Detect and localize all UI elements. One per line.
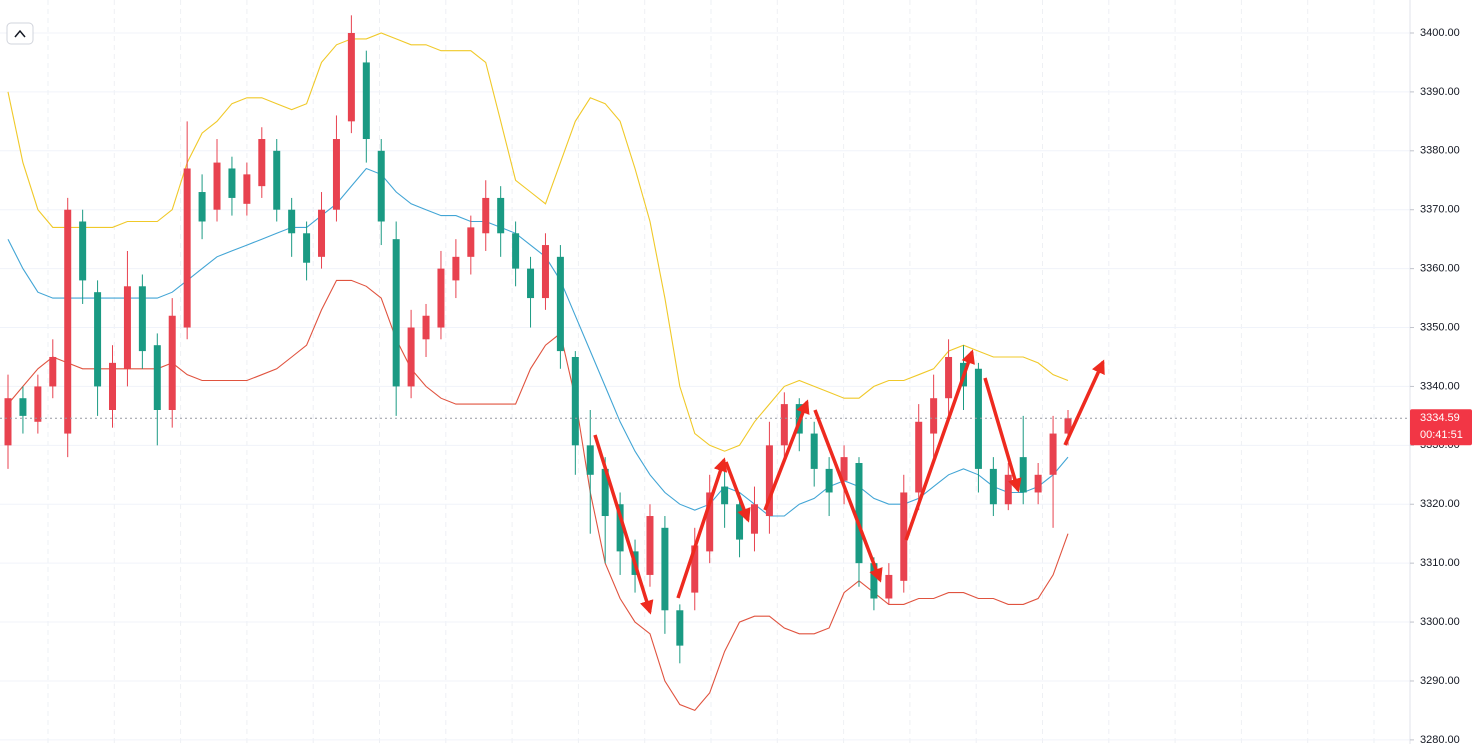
candle-body bbox=[691, 545, 699, 593]
y-tick-label: 3320.00 bbox=[1420, 498, 1460, 510]
candle-body bbox=[586, 445, 594, 475]
candle-body bbox=[467, 227, 475, 257]
last-price-label: 3334.59 bbox=[1420, 412, 1460, 424]
price-axis: 3280.003290.003300.003310.003320.003330.… bbox=[1410, 27, 1472, 744]
candle-body bbox=[288, 209, 296, 234]
candle-body bbox=[855, 463, 863, 564]
candle-body bbox=[347, 32, 355, 122]
y-tick-label: 3360.00 bbox=[1420, 263, 1460, 275]
candle-body bbox=[840, 457, 848, 481]
candle-body bbox=[601, 468, 609, 517]
candle-body bbox=[1049, 433, 1057, 475]
candle-body bbox=[138, 286, 146, 352]
candle-body bbox=[273, 150, 281, 210]
band-line bbox=[7, 279, 1069, 712]
candle-body bbox=[1004, 474, 1012, 505]
candle-body bbox=[362, 62, 370, 140]
candle-body bbox=[407, 327, 415, 387]
candle-body bbox=[810, 433, 818, 469]
band-line bbox=[7, 32, 1069, 452]
candle-body bbox=[318, 209, 326, 257]
candle-body bbox=[79, 221, 87, 281]
candle-body bbox=[198, 192, 206, 222]
candle-body bbox=[989, 468, 997, 505]
candle-body bbox=[392, 239, 400, 387]
candle-body bbox=[616, 504, 624, 552]
candle-body bbox=[243, 174, 251, 204]
candle-body bbox=[482, 197, 490, 234]
candle-body bbox=[1019, 457, 1027, 493]
candle-body bbox=[228, 168, 236, 198]
candle-body bbox=[885, 574, 893, 599]
y-tick-label: 3390.00 bbox=[1420, 86, 1460, 98]
collapse-button[interactable] bbox=[6, 22, 34, 45]
candle-body bbox=[750, 504, 758, 534]
candle-body bbox=[437, 268, 445, 328]
candle-body bbox=[109, 362, 117, 410]
candle-body bbox=[974, 368, 982, 469]
candle-body bbox=[213, 162, 221, 210]
candle-body bbox=[94, 292, 102, 387]
candle-body bbox=[64, 209, 72, 434]
y-tick-label: 3340.00 bbox=[1420, 380, 1460, 392]
annotation-arrows bbox=[593, 349, 1105, 615]
candle-body bbox=[930, 398, 938, 434]
candle-body bbox=[34, 386, 42, 422]
candle-body bbox=[332, 139, 340, 210]
candle-body bbox=[4, 398, 12, 446]
candle-body bbox=[900, 492, 908, 581]
candle-body bbox=[512, 233, 520, 269]
countdown-label: 00:41:51 bbox=[1420, 429, 1463, 441]
candle-body bbox=[303, 233, 311, 263]
vertical-grid bbox=[47, 0, 1375, 744]
y-tick-label: 3280.00 bbox=[1420, 734, 1460, 744]
candle-body bbox=[183, 168, 191, 328]
last-price-box bbox=[1410, 409, 1472, 446]
candle-body bbox=[153, 345, 161, 410]
candle-body bbox=[1034, 474, 1042, 493]
candle-body bbox=[571, 356, 579, 446]
candle-body bbox=[497, 197, 505, 234]
candle-body bbox=[541, 245, 549, 299]
y-tick-label: 3310.00 bbox=[1420, 557, 1460, 569]
candle-body bbox=[736, 504, 744, 540]
candle-body bbox=[945, 356, 953, 399]
candle-body bbox=[422, 315, 430, 340]
candle-body bbox=[452, 256, 460, 281]
candle-body bbox=[646, 516, 654, 575]
candle-body bbox=[825, 468, 833, 493]
candle-body bbox=[1064, 418, 1072, 434]
candle-body bbox=[377, 150, 385, 222]
candle-body bbox=[721, 486, 729, 505]
candle-body bbox=[765, 445, 773, 517]
band-line bbox=[7, 167, 1069, 517]
candle-body bbox=[676, 610, 684, 646]
y-tick-label: 3370.00 bbox=[1420, 204, 1460, 216]
candle-body bbox=[780, 404, 788, 446]
candle-body bbox=[123, 286, 131, 369]
candle-body bbox=[49, 356, 57, 387]
y-tick-label: 3400.00 bbox=[1420, 27, 1460, 39]
y-tick-label: 3290.00 bbox=[1420, 675, 1460, 687]
y-tick-label: 3350.00 bbox=[1420, 321, 1460, 333]
candle-body bbox=[527, 268, 535, 299]
candle-body bbox=[168, 315, 176, 410]
y-tick-label: 3380.00 bbox=[1420, 145, 1460, 157]
candle-body bbox=[258, 139, 266, 187]
candle-body bbox=[706, 492, 714, 552]
candle-body bbox=[661, 527, 669, 611]
y-tick-label: 3300.00 bbox=[1420, 616, 1460, 628]
candle-body bbox=[556, 256, 564, 352]
candle-body bbox=[19, 398, 27, 416]
candle-body bbox=[915, 421, 923, 493]
plot bbox=[0, 15, 1410, 741]
